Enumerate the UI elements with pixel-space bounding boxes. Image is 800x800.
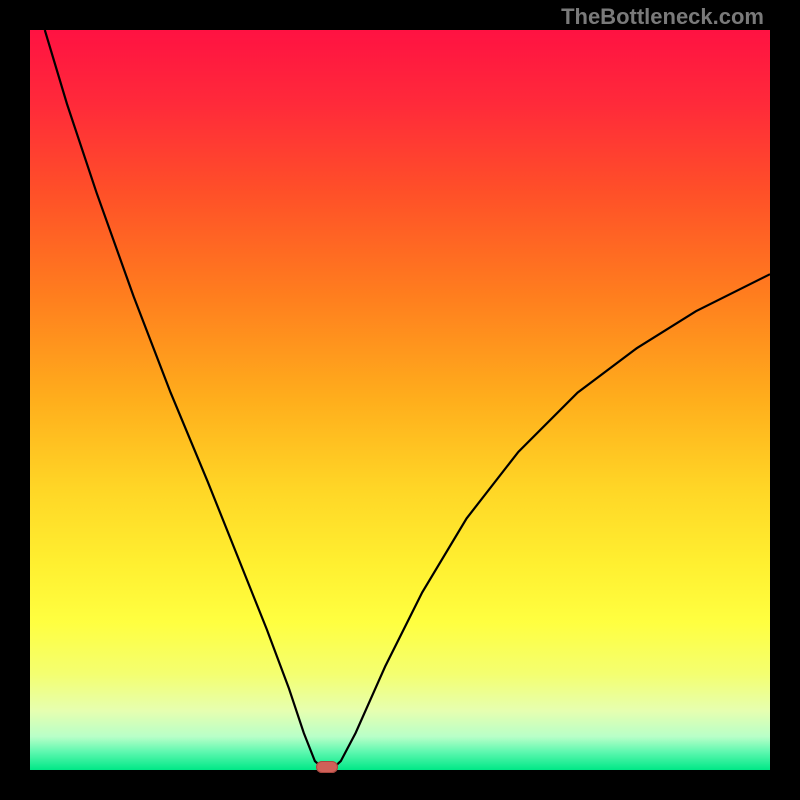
bottleneck-curve <box>30 30 770 770</box>
chart-root: TheBottleneck.com <box>0 0 800 800</box>
curve-path <box>45 30 770 768</box>
plot-area <box>30 30 770 770</box>
watermark-text: TheBottleneck.com <box>561 4 764 30</box>
target-marker <box>316 761 338 773</box>
